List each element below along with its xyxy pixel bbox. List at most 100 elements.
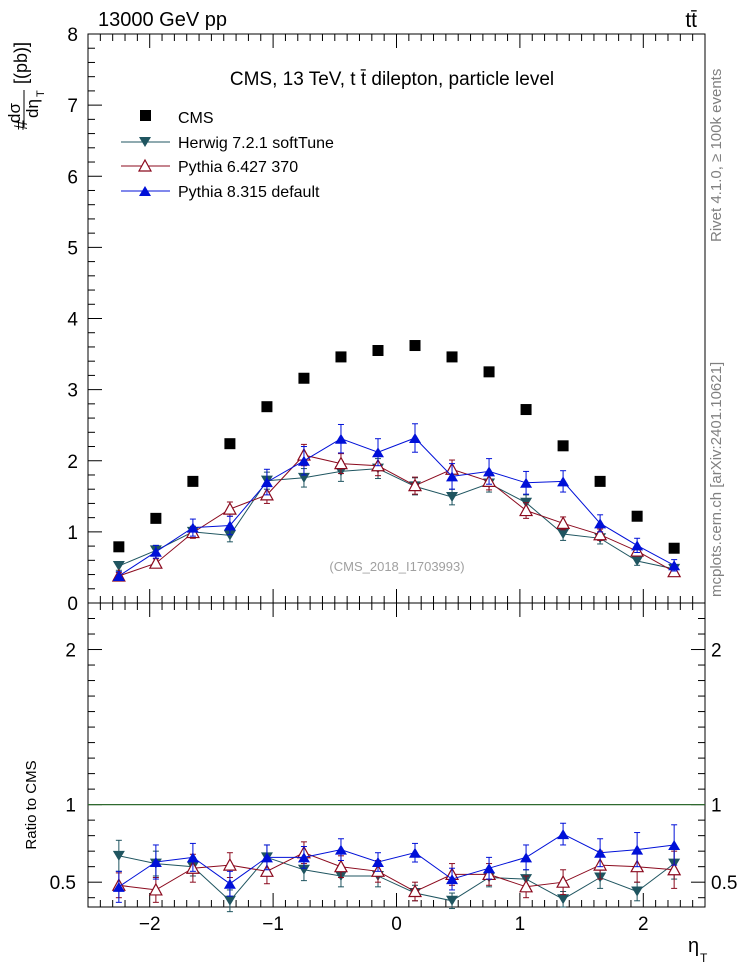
ratio-point-pythia6 — [222, 857, 237, 871]
main-ytick-label: 4 — [67, 310, 78, 331]
x-axis-label: η T — [688, 935, 708, 965]
main-point-cms — [520, 404, 532, 416]
ratio-point-pythia8 — [260, 852, 273, 863]
ylabel-units: [(pb)] — [11, 42, 31, 84]
main-point-cms — [372, 345, 384, 357]
main-ytick-label: 3 — [67, 381, 78, 402]
ratio-point-pythia8 — [557, 829, 570, 840]
main-point-cms — [557, 440, 569, 452]
main-point-herwig — [557, 529, 570, 540]
main-point-cms — [298, 372, 310, 384]
main-point-herwig — [446, 492, 459, 503]
ratio-point-herwig — [557, 894, 570, 905]
main-point-pythia8 — [223, 520, 236, 531]
main-point-herwig — [112, 561, 125, 572]
ratio-point-pythia8 — [112, 881, 125, 892]
energy-label: 13000 GeV pp — [98, 9, 227, 31]
ratio-point-pythia8 — [223, 878, 236, 889]
ratio-point-pythia8 — [371, 857, 384, 868]
main-point-pythia8 — [186, 522, 199, 533]
legend: CMS Herwig 7.2.1 softTune Pythia 6.427 3… — [121, 110, 334, 201]
main-point-cms — [113, 541, 125, 553]
ratio-xtick-label: 1 — [515, 914, 526, 935]
main-point-pythia8 — [483, 466, 496, 477]
ratio-line-pythia8 — [118, 833, 675, 888]
main-point-pythia8 — [520, 477, 533, 488]
main-point-pythia8 — [446, 471, 459, 482]
main-point-pythia8 — [631, 540, 644, 551]
ratio-xtick-label: −2 — [139, 914, 161, 935]
main-line-herwig — [118, 468, 675, 570]
main-point-pythia6 — [519, 503, 534, 517]
ratio-point-pythia8 — [631, 844, 644, 855]
main-ytick-label: 1 — [67, 523, 78, 544]
legend-label-herwig: Herwig 7.2.1 softTune — [178, 135, 334, 152]
main-point-cms — [594, 475, 606, 487]
ratio-point-herwig — [446, 895, 459, 906]
main-point-pythia8 — [371, 447, 384, 458]
ratio-xtick-label: −1 — [262, 914, 284, 935]
ratio-point-pythia6 — [556, 874, 571, 888]
ratio-point-pythia6 — [333, 859, 348, 873]
ratio-point-pythia8 — [297, 852, 310, 863]
ratio-line-pythia6 — [118, 852, 675, 893]
ratio-point-pythia8 — [520, 852, 533, 863]
ratio-point-herwig — [297, 864, 310, 875]
main-point-cms — [409, 340, 421, 352]
ratio-point-pythia6 — [407, 884, 423, 898]
main-point-pythia6 — [148, 555, 163, 569]
ratio-point-pythia8 — [409, 847, 422, 858]
legend-marker-pythia6 — [137, 158, 153, 172]
main-point-pythia8 — [557, 476, 570, 487]
main-point-pythia6 — [556, 516, 571, 529]
main-point-cms — [187, 475, 199, 487]
ratio-xtick-label: 0 — [391, 914, 402, 935]
main-ytick-label: 7 — [67, 96, 78, 117]
mcplots-label: mcplots.cern.ch [arXiv:2401.10621] — [708, 362, 725, 597]
main-point-pythia8 — [260, 477, 273, 488]
ratio-ytick-label-right: 0.5 — [711, 873, 737, 894]
ylabel-numerator: dσ — [5, 103, 24, 123]
main-point-pythia8 — [594, 518, 607, 529]
ylabel-denominator: dη — [23, 99, 42, 118]
main-point-pythia8 — [297, 455, 310, 466]
main-point-cms — [631, 510, 643, 522]
analysis-watermark: (CMS_2018_I1703993) — [329, 559, 464, 574]
process-label: tt̄ — [685, 9, 697, 32]
ratio-point-herwig — [112, 850, 125, 861]
ratio-point-pythia6 — [519, 879, 534, 893]
rivet-version-label: Rivet 4.1.0, ≥ 100k events — [708, 69, 725, 242]
legend-label-pythia6: Pythia 6.427 370 — [178, 159, 298, 176]
main-ytick-label: 0 — [67, 594, 78, 615]
ratio-point-pythia8 — [334, 844, 347, 855]
ratio-point-pythia6 — [148, 882, 163, 896]
main-line-pythia6 — [118, 454, 675, 577]
ratio-ylabel: Ratio to CMS — [23, 760, 40, 849]
main-ytick-label: 2 — [67, 452, 78, 473]
ylabel-denominator-sub: T — [35, 90, 47, 97]
ratio-point-pythia8 — [668, 839, 681, 850]
x-axis-label-eta: η — [688, 935, 699, 957]
ratio-ytick-label-left: 2 — [65, 641, 76, 662]
ratio-ytick-label-left: 1 — [65, 796, 76, 817]
main-point-herwig — [223, 530, 236, 541]
ratio-ytick-label-left: 0.5 — [50, 873, 76, 894]
main-ylabel: [(pb)] dσ dη T # — [5, 42, 47, 130]
data-layer — [88, 340, 705, 913]
legend-marker-cms — [140, 110, 151, 121]
main-line-pythia8 — [118, 437, 675, 577]
main-point-cms — [150, 512, 162, 524]
ratio-point-herwig — [631, 886, 644, 897]
main-point-cms — [668, 542, 680, 554]
main-point-pythia6 — [593, 527, 608, 541]
main-point-pythia6 — [222, 501, 237, 515]
ratio-point-pythia6 — [259, 864, 274, 877]
main-point-cms — [483, 366, 495, 378]
main-point-cms — [224, 438, 236, 450]
main-point-cms — [446, 351, 458, 363]
x-axis-label-sub: T — [700, 951, 708, 965]
main-point-pythia6 — [407, 478, 423, 492]
ratio-point-herwig — [223, 895, 236, 906]
ratio-ytick-label-right: 2 — [711, 641, 722, 662]
legend-marker-pythia8 — [139, 186, 151, 196]
